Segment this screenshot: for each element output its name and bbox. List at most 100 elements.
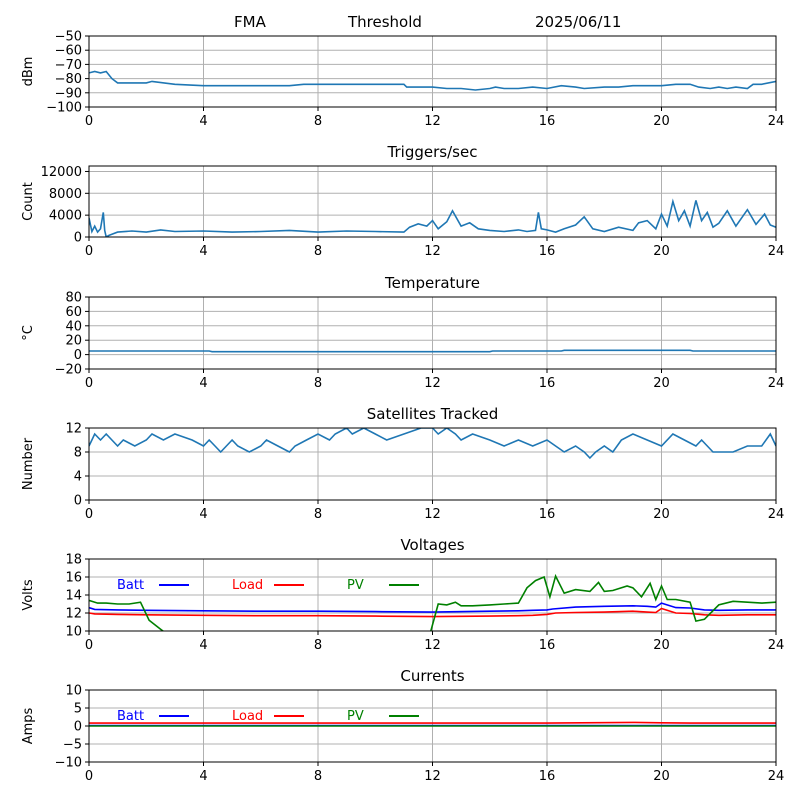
header-date: 2025/06/11: [535, 13, 621, 31]
x-tick-label: 16: [539, 376, 556, 391]
y-axis-label: °C: [21, 325, 36, 341]
series-line-3: [429, 573, 776, 631]
figure-header: FMA Threshold 2025/06/11: [234, 13, 621, 31]
x-tick-label: 4: [199, 638, 207, 653]
legend-label: PV: [347, 709, 364, 724]
y-tick-label: 80: [65, 291, 82, 306]
header-site: FMA: [234, 13, 267, 31]
x-tick-label: 8: [314, 376, 322, 391]
y-tick-label: −50: [55, 30, 82, 45]
y-tick-label: 12: [65, 607, 82, 622]
y-tick-label: 12000: [41, 165, 82, 180]
panel-title: Satellites Tracked: [367, 405, 498, 423]
y-tick-label: −90: [55, 86, 82, 101]
series-line-0: [89, 428, 776, 460]
x-tick-label: 0: [85, 769, 93, 784]
y-tick-label: −5: [63, 738, 82, 753]
panel-title: Temperature: [384, 274, 480, 292]
panel-1: 0 4 8 12 16 20 24 0 4000 8000 12000 Triggers/sec Cou…: [21, 143, 784, 259]
panel-title: Voltages: [400, 536, 464, 554]
y-tick-label: 0: [74, 231, 82, 246]
x-tick-label: 8: [314, 244, 322, 259]
x-tick-label: 4: [199, 114, 207, 129]
x-tick-label: 8: [314, 507, 322, 522]
x-tick-label: 16: [539, 638, 556, 653]
x-tick-label: 0: [85, 376, 93, 391]
series-line-0: [89, 70, 776, 91]
y-axis-label: Number: [21, 437, 36, 490]
x-tick-label: 16: [539, 769, 556, 784]
x-tick-label: 20: [653, 769, 670, 784]
y-tick-label: 8000: [49, 187, 82, 202]
y-tick-label: 12: [65, 422, 82, 437]
x-tick-label: 8: [314, 638, 322, 653]
x-tick-label: 16: [539, 507, 556, 522]
panel-4: 0 4 8 12 16 20 24 10 12 14 16 18 Voltages Volts Batt Lo…: [21, 536, 784, 653]
x-tick-label: 12: [424, 507, 441, 522]
y-tick-label: 5: [74, 702, 82, 717]
y-tick-label: −60: [55, 44, 82, 59]
x-tick-label: 12: [424, 769, 441, 784]
y-tick-label: 14: [65, 589, 82, 604]
x-tick-label: 4: [199, 376, 207, 391]
y-tick-label: 60: [65, 305, 82, 320]
legend-label: Batt: [117, 709, 144, 724]
x-tick-label: 20: [653, 114, 670, 129]
series-line-1: [89, 721, 776, 724]
series-line-0: [89, 349, 776, 353]
x-tick-label: 24: [768, 638, 785, 653]
x-tick-label: 8: [314, 769, 322, 784]
y-tick-label: −70: [55, 58, 82, 73]
panel-title: Currents: [400, 667, 464, 685]
y-tick-label: −20: [55, 363, 82, 378]
y-tick-label: 0: [74, 494, 82, 509]
x-tick-label: 0: [85, 114, 93, 129]
y-axis-label: dBm: [21, 57, 36, 87]
y-tick-label: −10: [55, 756, 82, 771]
y-tick-label: 18: [65, 553, 82, 568]
series-line-0: [89, 198, 776, 237]
y-tick-label: −100: [46, 101, 82, 116]
x-tick-label: 20: [653, 507, 670, 522]
panel-5: 0 4 8 12 16 20 24 −10 −5 0 5 10 Currents Amps Batt Load…: [21, 667, 784, 784]
x-tick-label: 16: [539, 114, 556, 129]
y-tick-label: 4: [74, 470, 82, 485]
x-tick-label: 0: [85, 244, 93, 259]
y-tick-label: 10: [65, 684, 82, 699]
legend-label: Load: [232, 709, 263, 724]
x-tick-label: 24: [768, 769, 785, 784]
x-tick-label: 20: [653, 638, 670, 653]
x-tick-label: 20: [653, 244, 670, 259]
y-tick-label: 40: [65, 319, 82, 334]
x-tick-label: 0: [85, 638, 93, 653]
y-tick-label: 8: [74, 446, 82, 461]
panel-title: Triggers/sec: [387, 143, 478, 161]
x-tick-label: 12: [424, 376, 441, 391]
legend-label: Load: [232, 578, 263, 593]
y-axis-label: Count: [21, 182, 36, 221]
x-tick-label: 12: [424, 638, 441, 653]
panel-0: 0 4 8 12 16 20 24 −100−90−80−70−60−50 dBm: [21, 30, 784, 130]
series-line-1: [89, 607, 776, 618]
legend-label: PV: [347, 578, 364, 593]
x-tick-label: 12: [424, 244, 441, 259]
legend-label: Batt: [117, 578, 144, 593]
x-tick-label: 8: [314, 114, 322, 129]
series-line-0: [89, 602, 776, 613]
x-tick-label: 20: [653, 376, 670, 391]
x-tick-label: 12: [424, 114, 441, 129]
x-tick-label: 16: [539, 244, 556, 259]
x-tick-label: 4: [199, 769, 207, 784]
y-tick-label: 16: [65, 571, 82, 586]
legend: Batt Load PV: [117, 709, 419, 724]
x-tick-label: 4: [199, 507, 207, 522]
y-tick-label: 4000: [49, 209, 82, 224]
y-tick-label: 0: [74, 348, 82, 363]
x-tick-label: 24: [768, 507, 785, 522]
y-tick-label: −80: [55, 72, 82, 87]
y-axis-label: Volts: [21, 579, 36, 611]
y-tick-label: 10: [65, 625, 82, 640]
